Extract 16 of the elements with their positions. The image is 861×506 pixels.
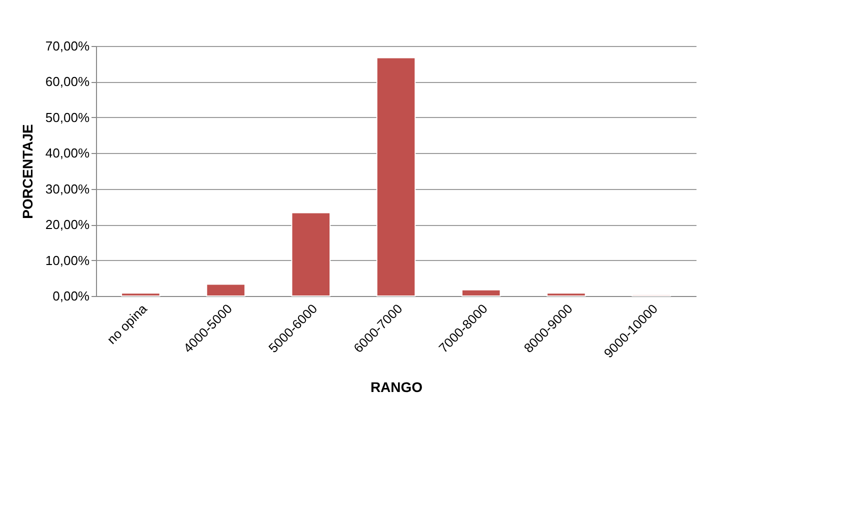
y-tick-label: 10,00% xyxy=(45,252,90,268)
x-axis-title: RANGO xyxy=(370,378,423,395)
bar xyxy=(461,289,501,296)
y-tick-label: 70,00% xyxy=(45,38,90,54)
y-tick-label: 0,00% xyxy=(52,288,90,304)
y-tick-label: 40,00% xyxy=(45,146,90,161)
y-tick-label: 20,00% xyxy=(45,217,90,232)
bar xyxy=(121,292,160,296)
bar xyxy=(546,292,586,296)
y-tick-label: 60,00% xyxy=(45,74,90,90)
bar xyxy=(376,57,416,296)
bar xyxy=(291,212,331,296)
bar xyxy=(206,284,246,296)
y-axis-title: PORCENTAJE xyxy=(19,124,36,219)
y-tick-label: 50,00% xyxy=(45,110,90,125)
y-tick-label: 30,00% xyxy=(45,181,90,196)
